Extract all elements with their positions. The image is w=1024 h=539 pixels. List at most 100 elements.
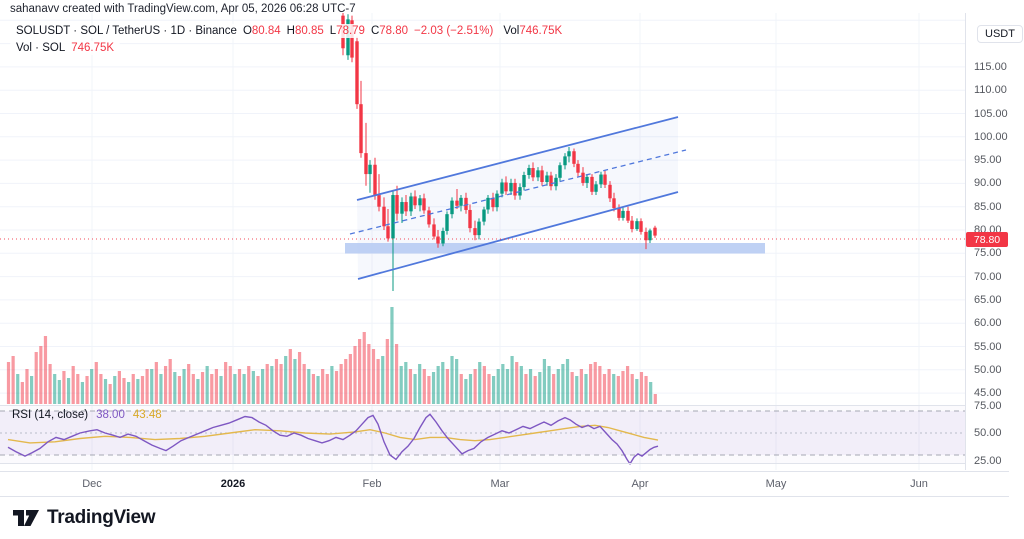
volume-bar	[570, 372, 574, 404]
volume-bar	[43, 336, 48, 404]
volume-bar	[66, 378, 71, 404]
volume-bar	[256, 376, 260, 404]
date-tick-label: Mar	[490, 478, 510, 490]
rsi-legend[interactable]: RSI (14, close) 38.00 43.48	[12, 409, 162, 421]
volume-bar	[653, 394, 657, 404]
volume-bar	[237, 369, 242, 404]
candle-body	[549, 175, 553, 187]
volume-bar	[122, 378, 126, 404]
candle-body	[644, 231, 648, 241]
attribution-text: sahanavv created with TradingView.com, A…	[10, 3, 356, 15]
volume-bar	[635, 379, 639, 404]
channel-mid-line[interactable]	[349, 149, 687, 235]
volume-bar	[321, 369, 325, 404]
candle-body	[395, 195, 399, 214]
candle-body	[567, 151, 571, 157]
symbol-legend[interactable]: SOLUSDT · SOL / TetherUS · 1D · Binance …	[10, 24, 569, 38]
volume-bar	[450, 356, 454, 404]
price-axis[interactable]: USDT 115.00 110.00 105.00 100.00 95.00 90.00 8…	[965, 13, 1024, 470]
channel-fill	[357, 117, 678, 279]
candle-body	[536, 170, 540, 178]
volume-bar	[34, 352, 38, 404]
volume-bar	[316, 376, 320, 404]
volume-bar	[39, 346, 43, 404]
date-tick-label: Feb	[362, 478, 382, 490]
volume-bar	[30, 376, 34, 404]
channel-upper-line[interactable]	[356, 116, 679, 201]
volume-bar	[381, 356, 385, 404]
volume-bar	[612, 374, 616, 404]
volume-bar	[76, 374, 80, 404]
volume-bar	[288, 349, 292, 404]
volume-bar	[242, 374, 246, 404]
volume-bar	[422, 369, 426, 404]
candle-body	[413, 196, 417, 206]
price-tick-label: 90.00	[974, 177, 1002, 190]
candle-body	[495, 193, 499, 208]
candle-body	[445, 214, 449, 231]
volume-bar	[598, 366, 602, 404]
volume-bar	[140, 376, 145, 404]
tradingview-logo-icon	[13, 510, 39, 526]
volume-bar	[492, 376, 496, 404]
volume-bar	[639, 372, 644, 404]
candle-body	[364, 153, 368, 175]
volume-legend[interactable]: Vol · SOL 746.75K	[10, 41, 121, 55]
candle-body	[635, 221, 639, 230]
volume-bar	[394, 344, 399, 404]
volume-bar	[251, 371, 255, 404]
volume-bar	[117, 371, 121, 404]
volume-bar	[524, 374, 528, 404]
price-tick-label: 95.00	[974, 154, 1002, 167]
price-tick-label: 105.00	[974, 107, 1008, 120]
candle-body	[477, 221, 481, 236]
candle-body	[590, 176, 594, 192]
candle-body	[386, 226, 390, 239]
volume-bar	[468, 374, 473, 404]
candle-body	[572, 151, 576, 164]
candle-body	[626, 210, 630, 221]
volume-bar	[644, 376, 648, 404]
candle-body	[585, 176, 589, 183]
channel-lower-line[interactable]	[357, 191, 679, 280]
volume-bar	[431, 372, 436, 404]
volume-bar	[228, 366, 232, 404]
volume-bar	[459, 374, 463, 404]
candle-body	[436, 236, 440, 244]
support-zone[interactable]	[345, 243, 765, 254]
volume-bar	[616, 376, 620, 404]
volume-bar	[589, 364, 593, 404]
volume-bar	[362, 332, 366, 404]
tradingview-logo[interactable]: TradingView	[12, 506, 156, 530]
volume-bar	[200, 372, 205, 404]
candle-body	[373, 164, 377, 196]
volume-legend-title: Vol · SOL	[16, 42, 66, 54]
volume-bar	[547, 366, 551, 404]
ohlc-high: H80.85	[286, 25, 324, 37]
candle-body	[350, 20, 354, 58]
candle-body	[522, 175, 526, 188]
volume-bar	[579, 369, 583, 404]
volume-bar	[307, 369, 311, 404]
price-tick-label: 115.00	[974, 60, 1007, 73]
candle-body	[576, 163, 580, 173]
candle-body	[377, 195, 381, 207]
date-axis[interactable]: Dec 2026 Feb Mar Apr May Jun	[0, 471, 1009, 497]
rsi-tick-label: 75.00	[974, 399, 1002, 412]
volume-bar	[399, 366, 403, 404]
volume-bar	[219, 376, 223, 404]
volume-bar	[159, 374, 163, 404]
candle-body	[359, 104, 363, 154]
volume-bar	[145, 369, 149, 404]
rsi-tick-label: 50.00	[974, 427, 1002, 439]
volume-bar	[205, 366, 209, 404]
volume-bar	[293, 359, 297, 404]
volume-bar	[515, 362, 519, 404]
volume-bar	[538, 372, 542, 404]
volume-bar	[279, 364, 283, 404]
volume-bar	[649, 382, 653, 404]
volume-bar	[445, 369, 449, 404]
volume-bar	[90, 369, 94, 404]
